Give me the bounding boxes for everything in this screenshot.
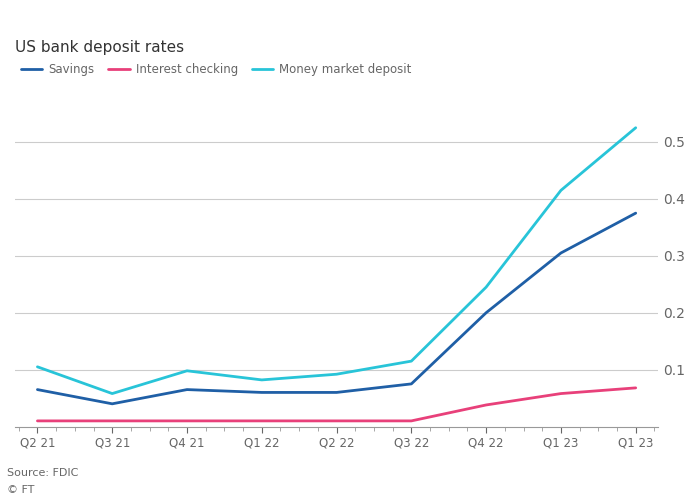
Money market deposit	[332, 371, 341, 377]
Interest checking	[33, 418, 41, 424]
Savings	[556, 250, 565, 256]
Money market deposit	[556, 188, 565, 194]
Money market deposit	[258, 377, 266, 383]
Interest checking	[183, 418, 191, 424]
Money market deposit	[108, 390, 116, 396]
Money market deposit	[183, 368, 191, 374]
Interest checking	[631, 385, 640, 391]
Legend: Savings, Interest checking, Money market deposit: Savings, Interest checking, Money market…	[21, 62, 412, 76]
Money market deposit	[482, 284, 490, 290]
Line: Savings: Savings	[37, 213, 636, 404]
Savings	[183, 386, 191, 392]
Savings	[631, 210, 640, 216]
Interest checking	[556, 390, 565, 396]
Savings	[258, 390, 266, 396]
Text: © FT: © FT	[7, 485, 34, 495]
Savings	[407, 381, 416, 387]
Savings	[33, 386, 41, 392]
Line: Money market deposit: Money market deposit	[37, 128, 636, 394]
Money market deposit	[631, 125, 640, 131]
Savings	[332, 390, 341, 396]
Savings	[482, 310, 490, 316]
Interest checking	[108, 418, 116, 424]
Savings	[108, 401, 116, 407]
Interest checking	[332, 418, 341, 424]
Text: US bank deposit rates: US bank deposit rates	[15, 40, 184, 55]
Money market deposit	[407, 358, 416, 364]
Money market deposit	[33, 364, 41, 370]
Text: Source: FDIC: Source: FDIC	[7, 468, 78, 477]
Line: Interest checking: Interest checking	[37, 388, 636, 421]
Interest checking	[407, 418, 416, 424]
Interest checking	[482, 402, 490, 408]
Interest checking	[258, 418, 266, 424]
